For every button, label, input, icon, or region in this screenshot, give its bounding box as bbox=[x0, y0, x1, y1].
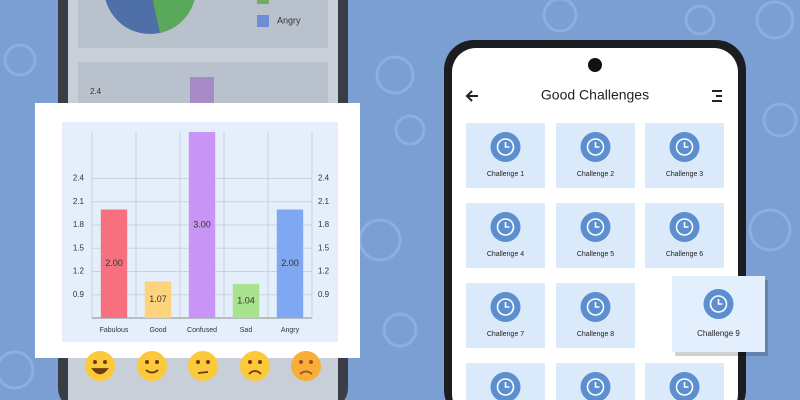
background-legend-label: Angry bbox=[277, 15, 301, 25]
challenge-label: Challenge 4 bbox=[487, 251, 524, 258]
clock-hands bbox=[504, 222, 510, 228]
value-label: 2.00 bbox=[105, 258, 123, 268]
emoji-eye bbox=[145, 360, 149, 364]
y2-tick-label: 1.5 bbox=[318, 243, 330, 252]
clock-face bbox=[675, 138, 694, 156]
y2-tick-label: 2.4 bbox=[318, 174, 330, 183]
menu-button[interactable] bbox=[712, 90, 722, 102]
clock-face bbox=[586, 298, 605, 316]
background-legend-swatch bbox=[257, 15, 269, 27]
bar bbox=[144, 281, 172, 318]
bar bbox=[276, 209, 304, 318]
y2-tick-label: 1.8 bbox=[318, 220, 330, 229]
clock-hands bbox=[504, 382, 510, 388]
challenge-label: Challenge 7 bbox=[487, 331, 524, 338]
clock-face bbox=[586, 218, 605, 236]
clock-hands bbox=[683, 142, 689, 148]
emoji-eye bbox=[103, 360, 107, 364]
back-button[interactable] bbox=[465, 90, 478, 102]
emoji-face bbox=[137, 351, 167, 381]
bar bbox=[100, 209, 128, 318]
challenge-label: Challenge 9 bbox=[697, 329, 740, 338]
emoji-eye bbox=[309, 360, 313, 364]
emoji-eye bbox=[258, 360, 262, 364]
emoji-eye bbox=[93, 360, 97, 364]
value-label: 3.00 bbox=[193, 219, 211, 229]
x-tick-label: Angry bbox=[281, 327, 300, 334]
emoji-blush bbox=[291, 351, 321, 381]
emoji-face bbox=[188, 351, 218, 381]
chart: 0.9 0.9 1.2 1.2 1.5 1.5 1.8 1.8 2.1 2.1 2.4 2.4 2.00… bbox=[73, 132, 330, 334]
bar bbox=[232, 283, 260, 318]
challenge-label: Challenge 3 bbox=[666, 171, 703, 178]
x-tick-label: Confused bbox=[187, 327, 217, 334]
clock-face bbox=[496, 218, 515, 236]
clock-face bbox=[586, 378, 605, 396]
clock-hands bbox=[504, 302, 510, 308]
background-pie-slice bbox=[152, 0, 195, 33]
x-tick-label: Fabulous bbox=[100, 327, 129, 334]
phone-title: Good Challenges bbox=[541, 87, 649, 103]
clock-hands bbox=[683, 222, 689, 228]
y-tick-label: 1.5 bbox=[73, 243, 85, 252]
clock-hands bbox=[717, 299, 723, 305]
clock-face bbox=[675, 218, 694, 236]
y-tick-label: 2.1 bbox=[73, 197, 85, 206]
emoji-mouth bbox=[197, 371, 209, 374]
emoji-face bbox=[85, 351, 115, 381]
x-tick-label: Sad bbox=[240, 327, 253, 334]
clock-hands bbox=[594, 222, 600, 228]
y-tick-label: 2.4 bbox=[73, 174, 85, 183]
x-tick-label: Good bbox=[149, 327, 166, 334]
y-tick-label: 1.2 bbox=[73, 267, 85, 276]
clock-hands bbox=[594, 382, 600, 388]
clock-face bbox=[586, 138, 605, 156]
y-tick-label: 1.8 bbox=[73, 220, 85, 229]
value-label: 1.07 bbox=[149, 294, 167, 304]
bar bbox=[188, 132, 216, 318]
clock-hands bbox=[504, 142, 510, 148]
challenge-grid: Challenge 1 Challenge 2 Challenge 3 Challen… bbox=[466, 123, 768, 400]
value-label: 1.04 bbox=[237, 295, 255, 305]
y2-tick-label: 0.9 bbox=[318, 290, 330, 299]
y-tick-label: 0.9 bbox=[73, 290, 85, 299]
y2-tick-label: 2.1 bbox=[318, 197, 330, 206]
emoji-mouth bbox=[145, 369, 159, 374]
clock-face bbox=[709, 295, 728, 313]
background-bar bbox=[190, 77, 214, 107]
clock-face bbox=[496, 138, 515, 156]
emoji-face bbox=[291, 351, 321, 381]
clock-hands bbox=[594, 302, 600, 308]
emoji-mouth bbox=[299, 370, 313, 375]
clock-face bbox=[496, 298, 515, 316]
emoji-eye bbox=[155, 360, 159, 364]
y2-tick-label: 1.2 bbox=[318, 267, 330, 276]
clock-face bbox=[496, 378, 515, 396]
emoji-eye bbox=[196, 360, 200, 364]
clock-hands bbox=[683, 382, 689, 388]
emoji-face bbox=[240, 351, 270, 381]
challenge-label: Challenge 2 bbox=[577, 171, 614, 178]
challenge-label: Challenge 8 bbox=[577, 331, 614, 338]
emoji-row bbox=[85, 351, 321, 381]
challenge-label: Challenge 1 bbox=[487, 171, 524, 178]
background-smileys bbox=[0, 0, 798, 390]
emoji-eye bbox=[248, 360, 252, 364]
value-label: 2.00 bbox=[281, 258, 299, 268]
emoji-mouth bbox=[248, 370, 262, 375]
emoji-mouth bbox=[91, 368, 109, 375]
clock-face bbox=[675, 378, 694, 396]
challenge-label: Challenge 6 bbox=[666, 251, 703, 258]
background-tick-label: 2.4 bbox=[90, 87, 102, 96]
emoji-eye bbox=[299, 360, 303, 364]
camera bbox=[588, 58, 602, 72]
clock-hands bbox=[594, 142, 600, 148]
emoji-eye bbox=[206, 360, 210, 364]
background-legend-swatch bbox=[257, 0, 269, 4]
challenge-label: Challenge 5 bbox=[577, 251, 614, 258]
